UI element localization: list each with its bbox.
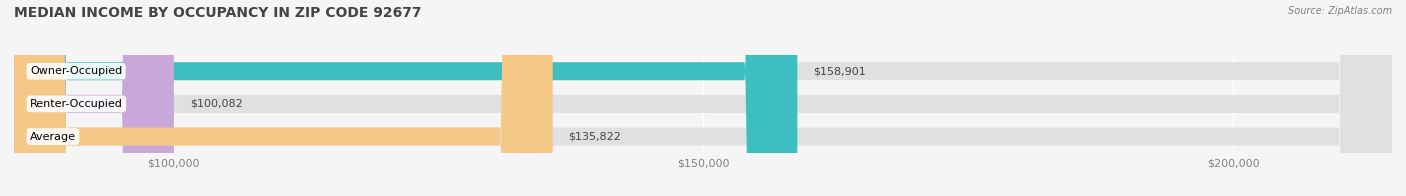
FancyBboxPatch shape — [14, 0, 1392, 196]
Text: Source: ZipAtlas.com: Source: ZipAtlas.com — [1288, 6, 1392, 16]
Text: MEDIAN INCOME BY OCCUPANCY IN ZIP CODE 92677: MEDIAN INCOME BY OCCUPANCY IN ZIP CODE 9… — [14, 6, 422, 20]
Text: $135,822: $135,822 — [568, 132, 621, 142]
Text: $158,901: $158,901 — [813, 66, 866, 76]
Text: Average: Average — [30, 132, 76, 142]
FancyBboxPatch shape — [14, 0, 797, 196]
Text: $100,082: $100,082 — [190, 99, 243, 109]
FancyBboxPatch shape — [14, 0, 174, 196]
Text: Renter-Occupied: Renter-Occupied — [30, 99, 122, 109]
Text: Owner-Occupied: Owner-Occupied — [30, 66, 122, 76]
FancyBboxPatch shape — [14, 0, 1392, 196]
FancyBboxPatch shape — [14, 0, 1392, 196]
FancyBboxPatch shape — [14, 0, 553, 196]
